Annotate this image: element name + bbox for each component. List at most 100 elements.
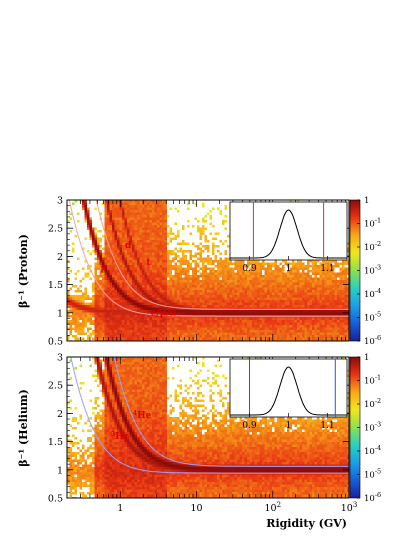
proton-heat-cell bbox=[154, 320, 157, 323]
proton-heat-cell bbox=[209, 232, 212, 235]
proton-heat-cell bbox=[204, 300, 207, 303]
proton-heat-cell bbox=[159, 257, 162, 260]
proton-heat-cell bbox=[242, 307, 245, 310]
proton-heat-cell bbox=[239, 287, 242, 290]
proton-heat-cell bbox=[142, 287, 145, 290]
helium-heat-cell bbox=[89, 439, 92, 442]
proton-heat-cell bbox=[297, 277, 300, 280]
proton-heat-cell bbox=[247, 270, 250, 273]
proton-heat-cell bbox=[302, 317, 305, 320]
proton-heat-cell bbox=[127, 252, 130, 255]
proton-heat-cell bbox=[124, 315, 127, 318]
proton-heat-cell bbox=[329, 322, 332, 325]
proton-heat-cell bbox=[317, 325, 320, 328]
proton-heat-cell bbox=[222, 280, 225, 283]
proton-heat-cell bbox=[67, 295, 70, 298]
proton-heat-cell bbox=[282, 337, 285, 340]
proton-heat-cell bbox=[107, 230, 110, 233]
proton-inset-tick-label: 1.1 bbox=[320, 264, 334, 274]
proton-heat-cell bbox=[327, 265, 330, 268]
proton-heat-cell bbox=[154, 292, 157, 295]
proton-heat-cell bbox=[84, 292, 87, 295]
proton-heat-cell bbox=[339, 280, 342, 283]
proton-heat-cell bbox=[84, 310, 87, 313]
proton-heat-cell bbox=[239, 300, 242, 303]
proton-heat-cell bbox=[192, 312, 195, 315]
proton-heat-cell bbox=[129, 322, 132, 325]
proton-heat-cell bbox=[142, 280, 145, 283]
proton-heat-cell bbox=[334, 310, 337, 313]
proton-heat-cell bbox=[184, 295, 187, 298]
proton-heat-cell bbox=[217, 270, 220, 273]
proton-heat-cell bbox=[127, 285, 130, 288]
proton-heat-cell bbox=[237, 300, 240, 303]
proton-heat-cell bbox=[204, 277, 207, 280]
proton-heat-cell bbox=[332, 290, 335, 293]
helium-heat-cell bbox=[89, 389, 92, 392]
proton-heat-cell bbox=[279, 302, 282, 305]
proton-heat-cell bbox=[242, 292, 245, 295]
proton-heat-cell bbox=[132, 260, 135, 263]
proton-heat-cell bbox=[237, 282, 240, 285]
proton-heat-cell bbox=[112, 245, 115, 248]
proton-heat-cell bbox=[329, 292, 332, 295]
proton-heat-cell bbox=[224, 300, 227, 303]
proton-heat-cell bbox=[299, 322, 302, 325]
proton-heat-cell bbox=[94, 207, 97, 210]
proton-heat-cell bbox=[109, 302, 112, 305]
proton-heat-cell bbox=[269, 327, 272, 330]
proton-heat-cell bbox=[347, 262, 349, 265]
proton-heat-cell bbox=[282, 322, 285, 325]
proton-heat-cell bbox=[292, 302, 295, 305]
proton-heat-cell bbox=[179, 242, 182, 245]
proton-heat-cell bbox=[232, 337, 235, 340]
proton-heat-cell bbox=[182, 337, 185, 340]
proton-band-label: t bbox=[146, 258, 151, 268]
proton-heat-cell bbox=[157, 230, 160, 233]
proton-heat-cell bbox=[142, 297, 145, 300]
proton-heat-cell bbox=[139, 322, 142, 325]
proton-heat-cell bbox=[159, 272, 162, 275]
proton-heat-cell bbox=[342, 280, 345, 283]
proton-heat-cell bbox=[147, 240, 150, 243]
proton-heat-cell bbox=[197, 322, 200, 325]
proton-y-tick-label: 1 bbox=[57, 308, 63, 319]
proton-heat-cell bbox=[254, 280, 257, 283]
proton-heat-cell bbox=[142, 285, 145, 288]
proton-heat-cell bbox=[342, 310, 345, 313]
proton-heat-cell bbox=[252, 280, 255, 283]
proton-heat-cell bbox=[167, 287, 170, 290]
proton-heat-cell bbox=[299, 312, 302, 315]
proton-heat-cell bbox=[117, 255, 120, 258]
proton-heat-cell bbox=[204, 245, 207, 248]
proton-heat-cell bbox=[169, 332, 172, 335]
proton-heat-cell bbox=[242, 297, 245, 300]
proton-heat-cell bbox=[237, 327, 240, 330]
proton-heat-cell bbox=[174, 280, 177, 283]
proton-heat-cell bbox=[154, 287, 157, 290]
proton-heat-cell bbox=[149, 240, 152, 243]
proton-heat-cell bbox=[334, 305, 337, 308]
proton-heat-cell bbox=[257, 332, 260, 335]
proton-heat-cell bbox=[207, 257, 210, 260]
proton-heat-cell bbox=[177, 337, 180, 340]
proton-heat-cell bbox=[297, 320, 300, 323]
proton-heat-cell bbox=[74, 327, 77, 330]
proton-heat-cell bbox=[219, 302, 222, 305]
proton-heat-cell bbox=[107, 335, 110, 338]
proton-heat-cell bbox=[69, 297, 72, 300]
proton-heat-cell bbox=[244, 290, 247, 293]
proton-heat-cell bbox=[332, 317, 335, 320]
proton-heat-cell bbox=[179, 325, 182, 328]
proton-heat-cell bbox=[289, 295, 292, 298]
proton-heat-cell bbox=[164, 222, 167, 225]
proton-heat-cell bbox=[232, 275, 235, 278]
proton-heat-cell bbox=[204, 312, 207, 315]
proton-heat-cell bbox=[292, 270, 295, 273]
proton-heat-cell bbox=[124, 247, 127, 250]
proton-heat-cell bbox=[334, 330, 337, 333]
proton-heat-cell bbox=[199, 327, 202, 330]
proton-heat-cell bbox=[339, 285, 342, 288]
proton-heat-cell bbox=[339, 335, 342, 338]
proton-heat-cell bbox=[307, 295, 310, 298]
